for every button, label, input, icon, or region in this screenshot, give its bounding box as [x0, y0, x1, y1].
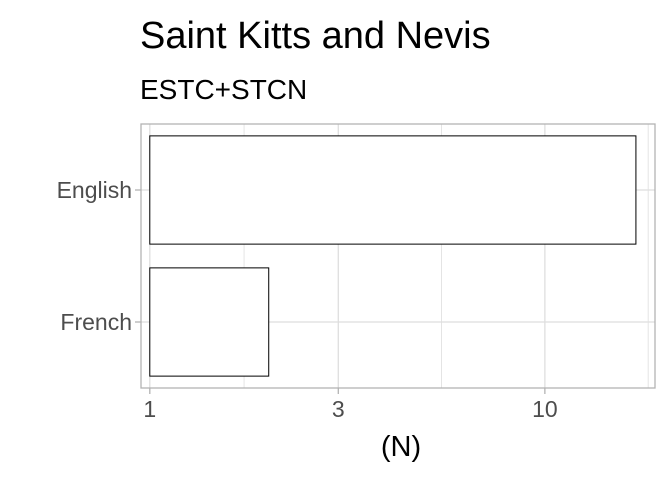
bar-french: [149, 267, 270, 377]
panel-border: [140, 123, 656, 389]
x-tick-label: 1: [143, 396, 156, 422]
y-tick-label: French: [60, 309, 132, 335]
x-axis-title: (N): [381, 431, 421, 463]
bar-english: [149, 135, 637, 245]
plot-area: English French 1 3 10: [57, 123, 656, 422]
x-tick-label: 3: [332, 396, 345, 422]
chart-subtitle: ESTC+STCN: [140, 74, 307, 105]
chart-title: Saint Kitts and Nevis: [140, 15, 491, 57]
y-tick-label: English: [57, 177, 132, 203]
x-tick-label: 10: [532, 396, 558, 422]
